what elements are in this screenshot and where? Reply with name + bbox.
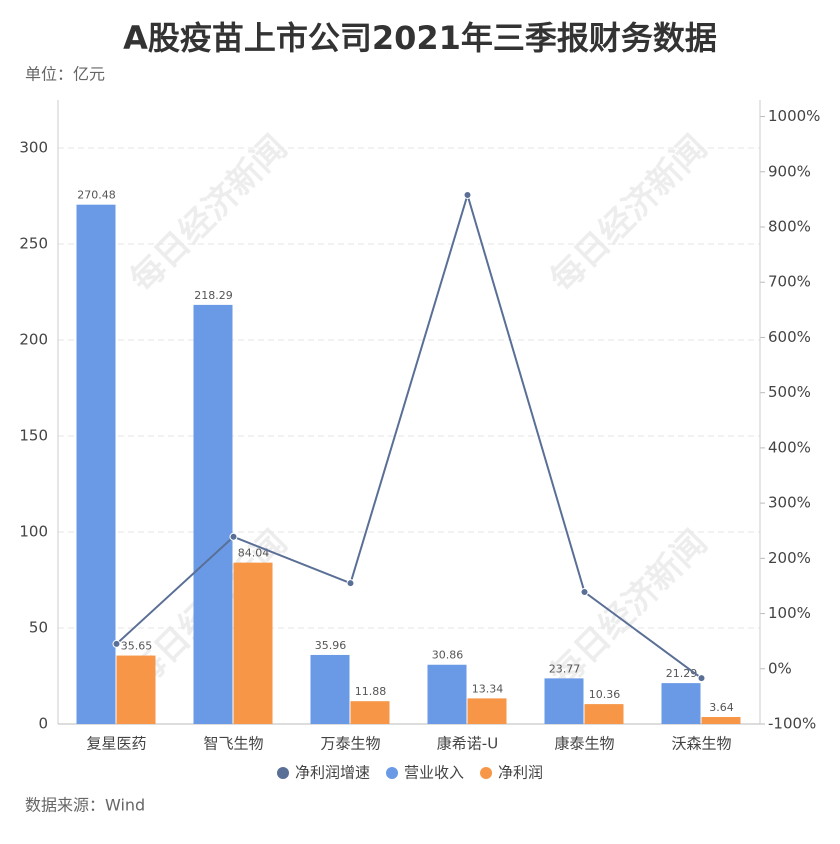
line-point	[346, 579, 355, 588]
unit-label: 单位：亿元	[25, 65, 105, 84]
x-tick-label: 智飞生物	[203, 735, 263, 753]
data-label: 21.29	[666, 667, 698, 680]
bar	[76, 204, 116, 724]
x-tick-label: 康希诺-U	[437, 735, 498, 753]
y-tick-label: 200	[19, 331, 48, 349]
y2-tick-label: 400%	[768, 438, 811, 456]
legend-marker	[480, 767, 493, 779]
bar	[584, 704, 624, 724]
data-label: 23.77	[549, 662, 581, 675]
line-point	[229, 532, 238, 541]
data-label: 35.96	[315, 639, 347, 652]
legend-label: 净利润增速	[295, 764, 370, 782]
y2-tick-label: 200%	[768, 549, 811, 567]
x-tick-label: 康泰生物	[554, 735, 614, 753]
y-tick-label: 250	[19, 235, 48, 253]
x-tick-label: 复星医药	[86, 735, 146, 753]
data-label: 35.65	[121, 640, 153, 653]
legend-marker	[386, 767, 399, 779]
bar	[193, 304, 233, 724]
data-label: 10.36	[589, 688, 621, 701]
y2-tick-label: 600%	[768, 328, 811, 346]
y2-tick-label: -100%	[768, 715, 816, 733]
y-tick-label: 0	[38, 715, 48, 733]
data-label: 218.29	[194, 289, 233, 302]
data-label: 3.64	[709, 701, 734, 714]
watermark: 每日经济新闻	[543, 128, 716, 301]
bar	[116, 655, 156, 724]
bar	[467, 698, 507, 724]
data-label: 84.04	[238, 547, 270, 560]
y2-tick-label: 500%	[768, 383, 811, 401]
line-point	[463, 190, 472, 199]
bar	[661, 683, 701, 724]
line-point	[112, 639, 121, 648]
legend-marker	[277, 767, 289, 779]
chart-title: A股疫苗上市公司2021年三季报财务数据	[123, 19, 717, 57]
data-label: 11.88	[355, 685, 387, 698]
y2-tick-label: 0%	[768, 659, 792, 677]
bar	[350, 701, 390, 724]
y2-tick-label: 900%	[768, 162, 811, 180]
data-label: 270.48	[77, 189, 116, 202]
y-tick-label: 100	[19, 523, 48, 541]
data-label: 30.86	[432, 649, 464, 662]
y2-tick-label: 800%	[768, 218, 811, 236]
x-tick-label: 万泰生物	[320, 735, 380, 753]
bar	[233, 562, 273, 724]
line	[115, 191, 703, 679]
y2-tick-label: 300%	[768, 494, 811, 512]
y-tick-label: 150	[19, 427, 48, 445]
bar	[427, 664, 467, 724]
x-tick-label: 沃森生物	[671, 735, 731, 753]
y-tick-label: 50	[29, 619, 48, 637]
source: 数据来源：Wind	[25, 796, 145, 815]
y2-tick-label: 1000%	[768, 107, 820, 125]
legend-label: 净利润	[498, 764, 543, 782]
watermark: 每日经济新闻	[123, 128, 296, 301]
line-point	[697, 674, 706, 683]
line-point	[580, 588, 589, 597]
bar	[310, 654, 350, 724]
legend-label: 营业收入	[404, 764, 464, 782]
y-tick-label: 300	[19, 139, 48, 157]
y2-tick-label: 700%	[768, 273, 811, 291]
bar	[544, 678, 584, 724]
data-label: 13.34	[472, 682, 504, 695]
bar	[701, 717, 741, 724]
y2-tick-label: 100%	[768, 604, 811, 622]
